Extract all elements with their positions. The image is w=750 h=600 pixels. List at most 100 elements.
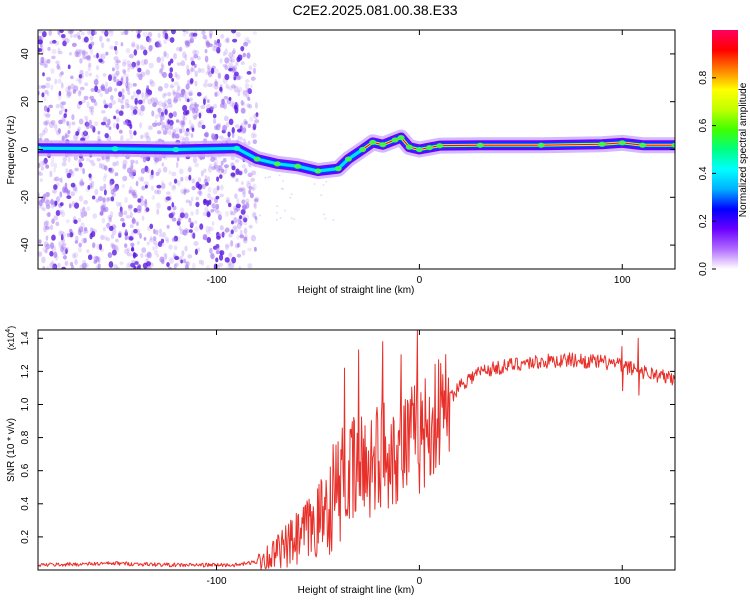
noise-blob <box>247 40 251 44</box>
noise-blob <box>222 157 227 163</box>
noise-blob <box>194 70 198 78</box>
noise-blob <box>125 76 129 83</box>
noise-blob <box>43 96 47 102</box>
noise-blob <box>41 31 47 38</box>
noise-blob <box>153 96 158 103</box>
noise-blob <box>195 201 200 208</box>
noise-blob <box>164 82 169 89</box>
noise-blob <box>45 266 50 269</box>
noise-blob <box>104 172 108 179</box>
noise-blob <box>56 63 60 70</box>
noise-blob <box>187 69 192 75</box>
noise-blob <box>50 84 54 91</box>
noise-blob <box>124 74 129 78</box>
noise-blob <box>219 193 224 198</box>
noise-blob <box>134 261 139 265</box>
noise-blob <box>108 216 112 223</box>
noise-blob <box>240 208 246 215</box>
noise-blob <box>38 35 42 41</box>
noise-blob <box>175 161 179 169</box>
noise-blob <box>168 130 172 136</box>
noise-blob <box>162 130 168 135</box>
noise-blob <box>203 132 209 137</box>
noise-blob <box>66 195 72 200</box>
noise-blob <box>127 204 133 209</box>
noise-blob <box>145 69 151 76</box>
noise-blob <box>83 95 89 100</box>
noise-blob <box>59 30 64 34</box>
noise-blob <box>140 104 145 112</box>
noise-blob <box>115 238 119 243</box>
y-tick-label-top: 0 <box>20 146 31 152</box>
noise-blob <box>46 92 50 97</box>
track-spot <box>405 144 413 150</box>
noise-blob <box>216 185 220 191</box>
noise-blob <box>149 44 154 50</box>
noise-blob <box>173 245 178 251</box>
noise-blob <box>206 65 212 71</box>
noise-blob <box>51 39 57 44</box>
noise-blob <box>188 92 193 97</box>
noise-blob <box>88 173 92 178</box>
noise-blob <box>60 245 64 253</box>
noise-blob <box>149 80 155 87</box>
noise-blob <box>197 247 201 252</box>
noise-blob <box>90 124 94 129</box>
noise-blob <box>225 83 229 89</box>
noise-blob <box>167 266 172 269</box>
noise-blob <box>184 40 189 45</box>
noise-blob <box>182 30 186 33</box>
noise-blob <box>171 237 177 242</box>
noise-blob <box>47 46 51 51</box>
noise-blob <box>139 111 144 117</box>
noise-blob <box>86 206 91 211</box>
noise-blob <box>66 233 71 238</box>
noise-blob <box>120 135 124 142</box>
noise-blob <box>136 228 141 236</box>
noise-blob <box>110 99 116 105</box>
noise-blob <box>85 188 90 193</box>
noise-blob <box>183 189 187 196</box>
noise-blob <box>55 209 61 217</box>
noise-blob <box>38 162 41 169</box>
noise-blob <box>227 136 232 142</box>
noise-blob <box>216 122 222 128</box>
noise-blob <box>146 265 152 269</box>
noise-blob <box>197 92 202 97</box>
noise-blob <box>193 30 198 36</box>
noise-blob <box>120 31 125 36</box>
noise-blob <box>96 52 99 59</box>
noise-blob <box>162 93 166 99</box>
noise-blob <box>146 251 152 259</box>
noise-blob <box>187 89 194 97</box>
noise-blob <box>226 37 230 44</box>
noise-blob <box>194 248 198 255</box>
noise-blob <box>216 176 220 182</box>
y-multiplier-close: ) <box>6 326 16 329</box>
noise-blob <box>156 202 161 209</box>
noise-blob <box>212 45 218 52</box>
noise-blob <box>116 79 121 86</box>
noise-blob <box>252 212 257 218</box>
track-spot <box>359 146 367 153</box>
noise-blob <box>62 255 67 260</box>
x-tick-label-bottom: 100 <box>614 576 631 587</box>
noise-blob <box>132 109 138 115</box>
noise-blob <box>211 166 217 171</box>
noise-blob <box>41 256 46 264</box>
noise-blob <box>54 200 58 206</box>
noise-blob <box>167 206 172 211</box>
noise-blob <box>242 214 246 222</box>
noise-blob <box>168 170 172 175</box>
noise-blob <box>190 60 196 66</box>
noise-blob <box>213 103 218 109</box>
noise-blob <box>187 254 193 259</box>
noise-blob <box>50 68 55 74</box>
noise-blob <box>84 82 88 87</box>
noise-blob <box>78 226 84 233</box>
noise-blob <box>240 99 244 106</box>
noise-blob <box>108 261 114 268</box>
noise-blob <box>219 250 225 256</box>
noise-blob <box>70 191 76 197</box>
noise-speck <box>269 175 271 178</box>
